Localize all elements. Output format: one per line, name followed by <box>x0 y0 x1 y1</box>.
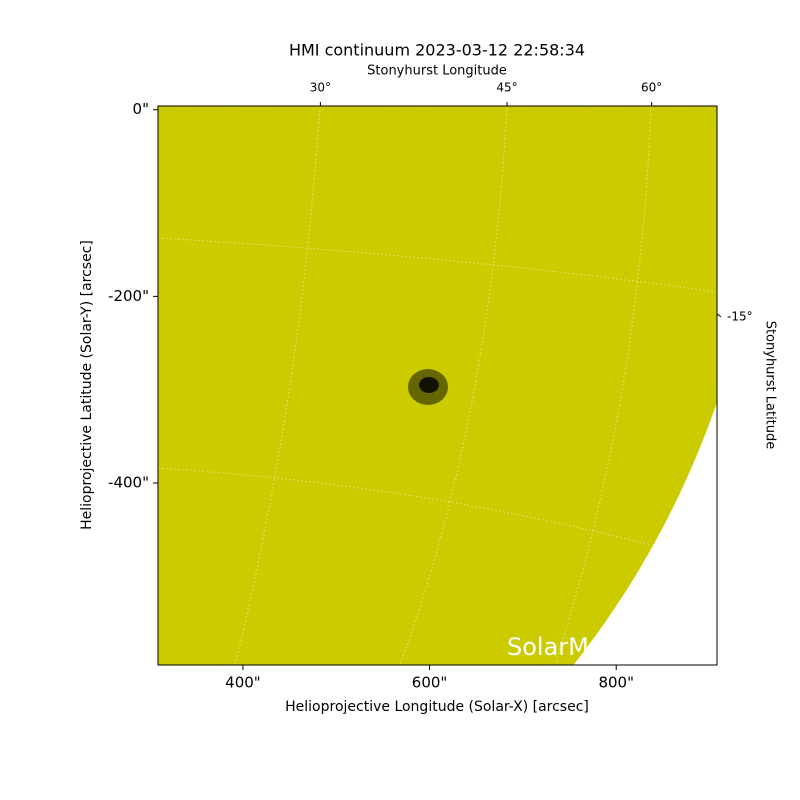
x-tick-label: 800" <box>598 674 634 692</box>
y2-tick <box>716 313 722 318</box>
x2-tick-label: 30° <box>310 81 331 95</box>
sunspot <box>408 369 448 405</box>
y-tick-label: -200" <box>108 287 149 305</box>
y-tick-label: -400" <box>108 474 149 492</box>
x-tick-label: 600" <box>412 674 448 692</box>
y2-tick-label: -15° <box>727 309 753 323</box>
x2-tick-label: 60° <box>641 81 662 95</box>
x2-tick-label: 45° <box>496 81 517 95</box>
solar-disk: SolarMonitor.org <box>158 106 717 665</box>
x-tick-label: 400" <box>225 674 261 692</box>
plot-frame <box>157 105 718 666</box>
y-tick-label: 0" <box>133 100 149 118</box>
y2-axis-label: Stonyhurst Latitude <box>763 321 778 450</box>
x-axis-label: Helioprojective Longitude (Solar-X) [arc… <box>285 699 589 715</box>
plot-area: SolarMonitor.org <box>158 106 717 665</box>
coord-grid <box>158 106 717 665</box>
chart-title: HMI continuum 2023-03-12 22:58:34 <box>289 41 585 60</box>
y-axis-label: Helioprojective Latitude (Solar-Y) [arcs… <box>79 240 95 530</box>
x2-axis-label: Stonyhurst Longitude <box>367 64 507 79</box>
